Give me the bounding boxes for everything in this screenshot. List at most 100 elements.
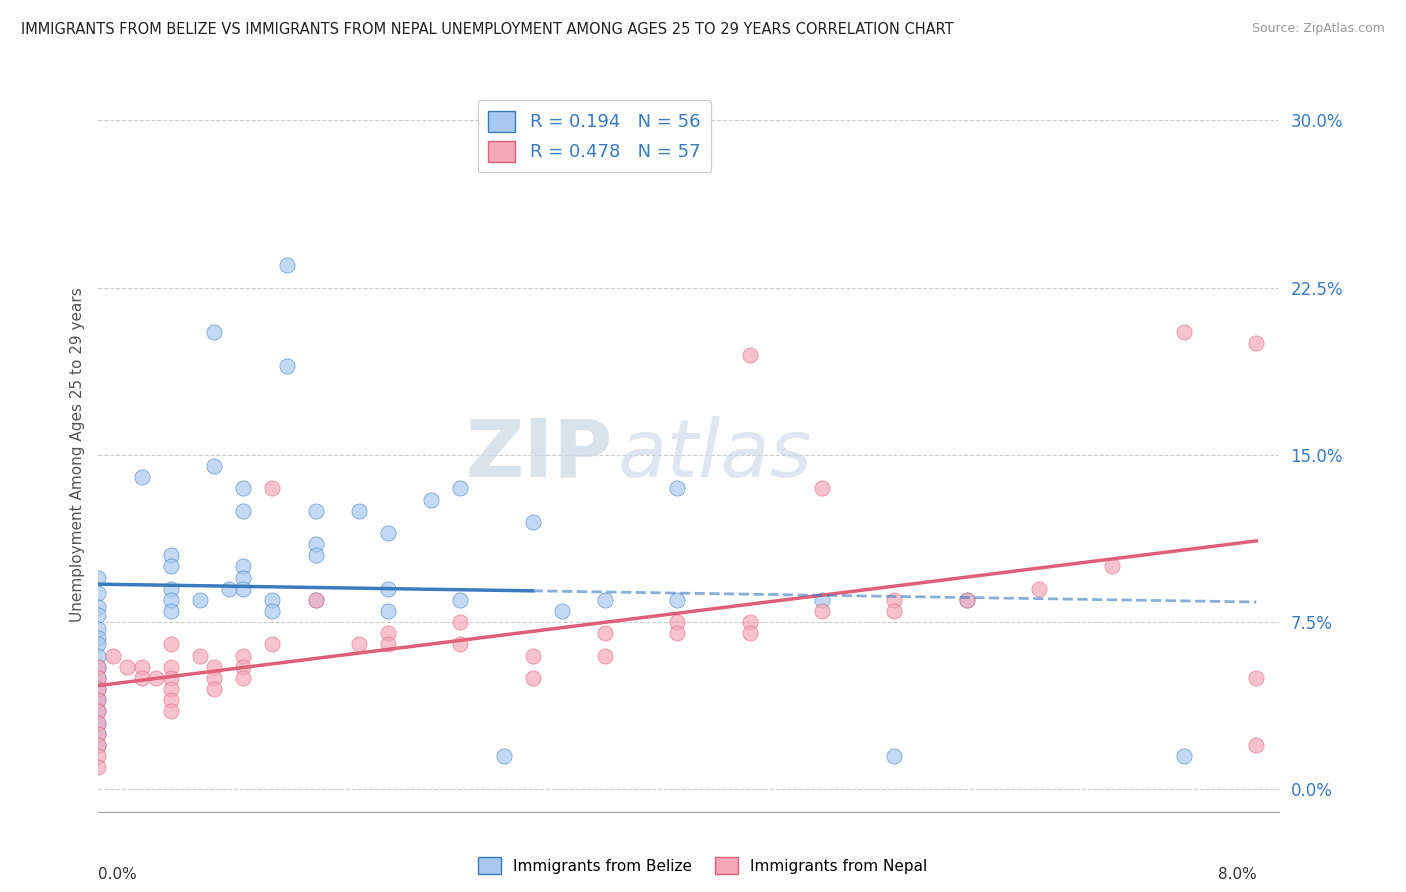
Point (232, 648, 254, 663)
Point (304, 592, 326, 607)
Point (449, 592, 471, 607)
Point (159, 604, 181, 618)
Point (522, 671, 544, 685)
Point (550, 604, 572, 618)
Text: atlas: atlas (619, 416, 813, 494)
Point (87, 726, 110, 740)
Point (87, 660, 110, 674)
Point (87, 671, 110, 685)
Point (956, 592, 979, 607)
Text: 8.0%: 8.0% (1218, 867, 1257, 882)
Point (87, 738, 110, 752)
Point (87, 571, 110, 585)
Point (232, 559, 254, 574)
Y-axis label: Unemployment Among Ages 25 to 29 years: Unemployment Among Ages 25 to 29 years (69, 287, 84, 623)
Point (87, 681, 110, 696)
Point (377, 626, 399, 640)
Point (87, 738, 110, 752)
Point (276, 359, 298, 373)
Point (377, 604, 399, 618)
Point (492, 749, 515, 764)
Point (131, 660, 153, 674)
Point (232, 503, 254, 517)
Point (304, 592, 326, 607)
Point (811, 592, 834, 607)
Point (159, 705, 181, 719)
Point (87, 586, 110, 600)
Point (87, 749, 110, 764)
Point (159, 681, 181, 696)
Point (232, 582, 254, 596)
Point (218, 582, 240, 596)
Point (87, 705, 110, 719)
Point (738, 615, 761, 630)
Point (304, 503, 326, 517)
Text: 0.0%: 0.0% (98, 867, 138, 882)
Point (87, 637, 110, 651)
Point (377, 582, 399, 596)
Point (159, 693, 181, 707)
Point (145, 671, 167, 685)
Point (522, 515, 544, 529)
Point (87, 715, 110, 730)
Point (593, 626, 616, 640)
Point (304, 537, 326, 551)
Point (87, 608, 110, 623)
Point (131, 470, 153, 484)
Point (117, 660, 139, 674)
Point (666, 615, 689, 630)
Point (811, 604, 834, 618)
Point (1246, 738, 1268, 752)
Point (159, 637, 181, 651)
Point (449, 482, 471, 496)
Point (87, 760, 110, 774)
Point (449, 637, 471, 651)
Point (87, 726, 110, 740)
Point (131, 671, 153, 685)
Point (1028, 582, 1050, 596)
Point (159, 660, 181, 674)
Legend: Immigrants from Belize, Immigrants from Nepal: Immigrants from Belize, Immigrants from … (472, 851, 934, 880)
Point (262, 604, 284, 618)
Point (87, 705, 110, 719)
Point (159, 582, 181, 596)
Point (1246, 336, 1268, 351)
Point (87, 631, 110, 645)
Point (202, 458, 225, 473)
Point (666, 482, 689, 496)
Point (1317, 671, 1340, 685)
Point (87, 660, 110, 674)
Point (262, 592, 284, 607)
Point (87, 671, 110, 685)
Point (232, 660, 254, 674)
Point (232, 482, 254, 496)
Point (87, 715, 110, 730)
Point (811, 482, 834, 496)
Point (101, 648, 124, 663)
Point (304, 548, 326, 563)
Text: ZIP: ZIP (465, 416, 612, 494)
Point (188, 592, 211, 607)
Point (883, 604, 905, 618)
Legend: R = 0.194   N = 56, R = 0.478   N = 57: R = 0.194 N = 56, R = 0.478 N = 57 (478, 100, 711, 172)
Point (202, 671, 225, 685)
Point (87, 693, 110, 707)
Point (87, 681, 110, 696)
Point (449, 615, 471, 630)
Point (666, 592, 689, 607)
Point (87, 648, 110, 663)
Point (883, 749, 905, 764)
Point (1101, 559, 1123, 574)
Point (1246, 671, 1268, 685)
Point (159, 592, 181, 607)
Point (738, 348, 761, 362)
Point (1173, 325, 1195, 339)
Point (522, 648, 544, 663)
Point (202, 325, 225, 339)
Point (232, 671, 254, 685)
Point (377, 637, 399, 651)
Point (593, 648, 616, 663)
Point (87, 599, 110, 614)
Point (593, 592, 616, 607)
Point (159, 671, 181, 685)
